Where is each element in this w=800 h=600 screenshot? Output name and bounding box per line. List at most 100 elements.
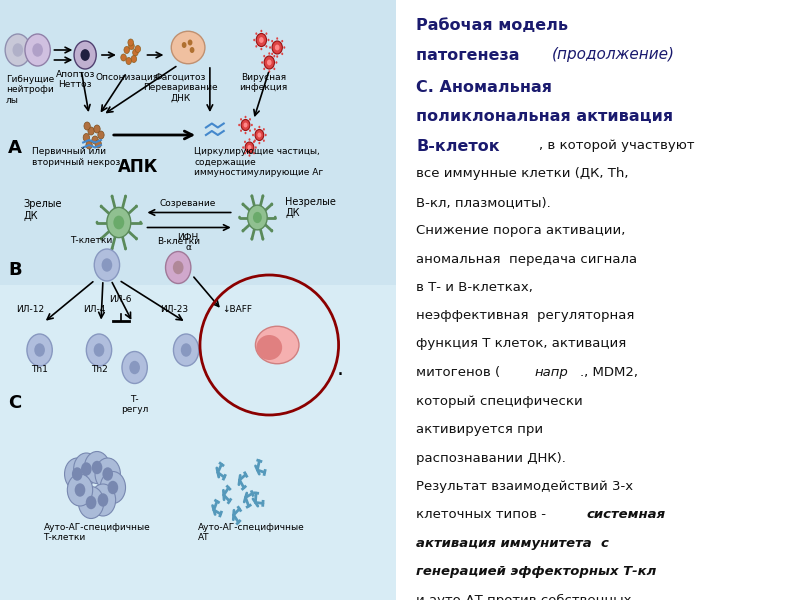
Circle shape bbox=[100, 237, 102, 241]
Circle shape bbox=[124, 247, 127, 250]
Circle shape bbox=[98, 493, 108, 507]
Circle shape bbox=[81, 49, 90, 61]
Text: А: А bbox=[8, 139, 22, 157]
Circle shape bbox=[135, 46, 141, 52]
Text: ИЛ-12: ИЛ-12 bbox=[16, 305, 44, 314]
Circle shape bbox=[95, 140, 102, 148]
Circle shape bbox=[283, 46, 286, 49]
Text: Апоптоз
Неттоз: Апоптоз Неттоз bbox=[55, 70, 95, 89]
Circle shape bbox=[244, 152, 246, 154]
Circle shape bbox=[255, 146, 257, 149]
Circle shape bbox=[130, 361, 140, 374]
Circle shape bbox=[72, 467, 82, 481]
Circle shape bbox=[135, 237, 138, 241]
Circle shape bbox=[265, 134, 266, 136]
Circle shape bbox=[135, 205, 138, 208]
Circle shape bbox=[275, 61, 278, 64]
Text: ↓BAFF: ↓BAFF bbox=[222, 305, 253, 314]
Circle shape bbox=[173, 261, 183, 274]
Circle shape bbox=[102, 467, 113, 481]
Text: неэффективная  регуляторная: неэффективная регуляторная bbox=[416, 309, 634, 322]
Text: С. Аномальная: С. Аномальная bbox=[416, 80, 552, 95]
Circle shape bbox=[133, 49, 138, 56]
Text: (продолжение): (продолжение) bbox=[551, 47, 674, 62]
Circle shape bbox=[241, 119, 250, 130]
Circle shape bbox=[264, 56, 274, 69]
Circle shape bbox=[263, 55, 266, 58]
Circle shape bbox=[94, 343, 104, 357]
Text: функция Т клеток, активация: функция Т клеток, активация bbox=[416, 337, 626, 350]
Circle shape bbox=[110, 194, 114, 198]
Circle shape bbox=[128, 39, 134, 46]
Text: распознавании ДНК).: распознавании ДНК). bbox=[416, 452, 566, 465]
Circle shape bbox=[74, 41, 96, 69]
Text: Циркулирующие частицы,
содержащие
иммуностимулирующие Аг: Циркулирующие частицы, содержащие иммуно… bbox=[194, 148, 323, 177]
Text: патогенеза: патогенеза bbox=[416, 47, 526, 62]
Ellipse shape bbox=[257, 335, 282, 360]
Circle shape bbox=[255, 130, 264, 140]
Circle shape bbox=[260, 30, 262, 32]
Circle shape bbox=[98, 131, 104, 139]
Text: активация иммунитета  с: активация иммунитета с bbox=[416, 536, 609, 550]
Circle shape bbox=[88, 127, 94, 135]
Text: активируется при: активируется при bbox=[416, 424, 543, 437]
Text: ИФН
α: ИФН α bbox=[178, 232, 198, 252]
Text: В-клеток: В-клеток bbox=[416, 139, 500, 154]
Ellipse shape bbox=[171, 31, 205, 64]
Text: Гибнущие
нейтрофи
лы: Гибнущие нейтрофи лы bbox=[6, 75, 54, 105]
Circle shape bbox=[253, 212, 262, 223]
Circle shape bbox=[181, 343, 191, 357]
Text: Зрелые
ДК: Зрелые ДК bbox=[24, 199, 62, 221]
Text: Незрелые
ДК: Незрелые ДК bbox=[285, 197, 336, 218]
Circle shape bbox=[131, 55, 137, 62]
Circle shape bbox=[250, 237, 254, 241]
Circle shape bbox=[126, 58, 131, 64]
Circle shape bbox=[86, 496, 97, 509]
Circle shape bbox=[270, 229, 274, 232]
Circle shape bbox=[267, 39, 270, 41]
Text: Ауто-АГ-специфичные
АТ: Ауто-АГ-специфичные АТ bbox=[198, 523, 305, 542]
Circle shape bbox=[100, 205, 102, 208]
Circle shape bbox=[258, 126, 260, 128]
Circle shape bbox=[275, 44, 279, 50]
Circle shape bbox=[27, 334, 52, 366]
Circle shape bbox=[107, 208, 130, 238]
Circle shape bbox=[65, 458, 90, 490]
Circle shape bbox=[124, 46, 130, 53]
Text: поликлональная активация: поликлональная активация bbox=[416, 109, 674, 124]
Circle shape bbox=[100, 472, 126, 503]
Text: , в которой участвуют: , в которой участвуют bbox=[539, 139, 695, 152]
Circle shape bbox=[271, 40, 273, 43]
Circle shape bbox=[253, 152, 255, 154]
Text: Созревание: Созревание bbox=[160, 199, 216, 208]
Text: Фагоцитоз
Переваривание
ДНК: Фагоцитоз Переваривание ДНК bbox=[143, 73, 218, 102]
Circle shape bbox=[254, 128, 256, 131]
Text: Th2: Th2 bbox=[90, 365, 107, 374]
Circle shape bbox=[250, 194, 254, 198]
Text: Т-клетки: Т-клетки bbox=[70, 236, 112, 245]
Circle shape bbox=[274, 68, 275, 70]
Circle shape bbox=[258, 142, 260, 144]
Circle shape bbox=[242, 146, 244, 149]
Text: ., MDM2,: ., MDM2, bbox=[580, 366, 638, 379]
Circle shape bbox=[34, 343, 45, 357]
Circle shape bbox=[254, 139, 256, 142]
Text: Результат взаимодействий 3-х: Результат взаимодействий 3-х bbox=[416, 480, 634, 493]
Circle shape bbox=[253, 140, 255, 143]
Circle shape bbox=[94, 125, 100, 133]
Text: клеточных типов -: клеточных типов - bbox=[416, 509, 550, 521]
Circle shape bbox=[249, 130, 251, 132]
Circle shape bbox=[174, 334, 198, 366]
Text: В-клетки: В-клетки bbox=[157, 237, 200, 246]
Text: Т-
регул: Т- регул bbox=[121, 395, 148, 415]
Circle shape bbox=[74, 453, 99, 485]
Circle shape bbox=[276, 37, 278, 40]
Circle shape bbox=[129, 43, 134, 49]
Text: ИЛ-23: ИЛ-23 bbox=[160, 305, 188, 314]
Text: напр: напр bbox=[534, 366, 568, 379]
Circle shape bbox=[90, 484, 116, 516]
Circle shape bbox=[74, 483, 86, 497]
Text: Ауто-АГ-специфичные
Т-клетки: Ауто-АГ-специфичные Т-клетки bbox=[43, 523, 150, 542]
Circle shape bbox=[260, 48, 262, 50]
Bar bbox=[0, 285, 396, 600]
